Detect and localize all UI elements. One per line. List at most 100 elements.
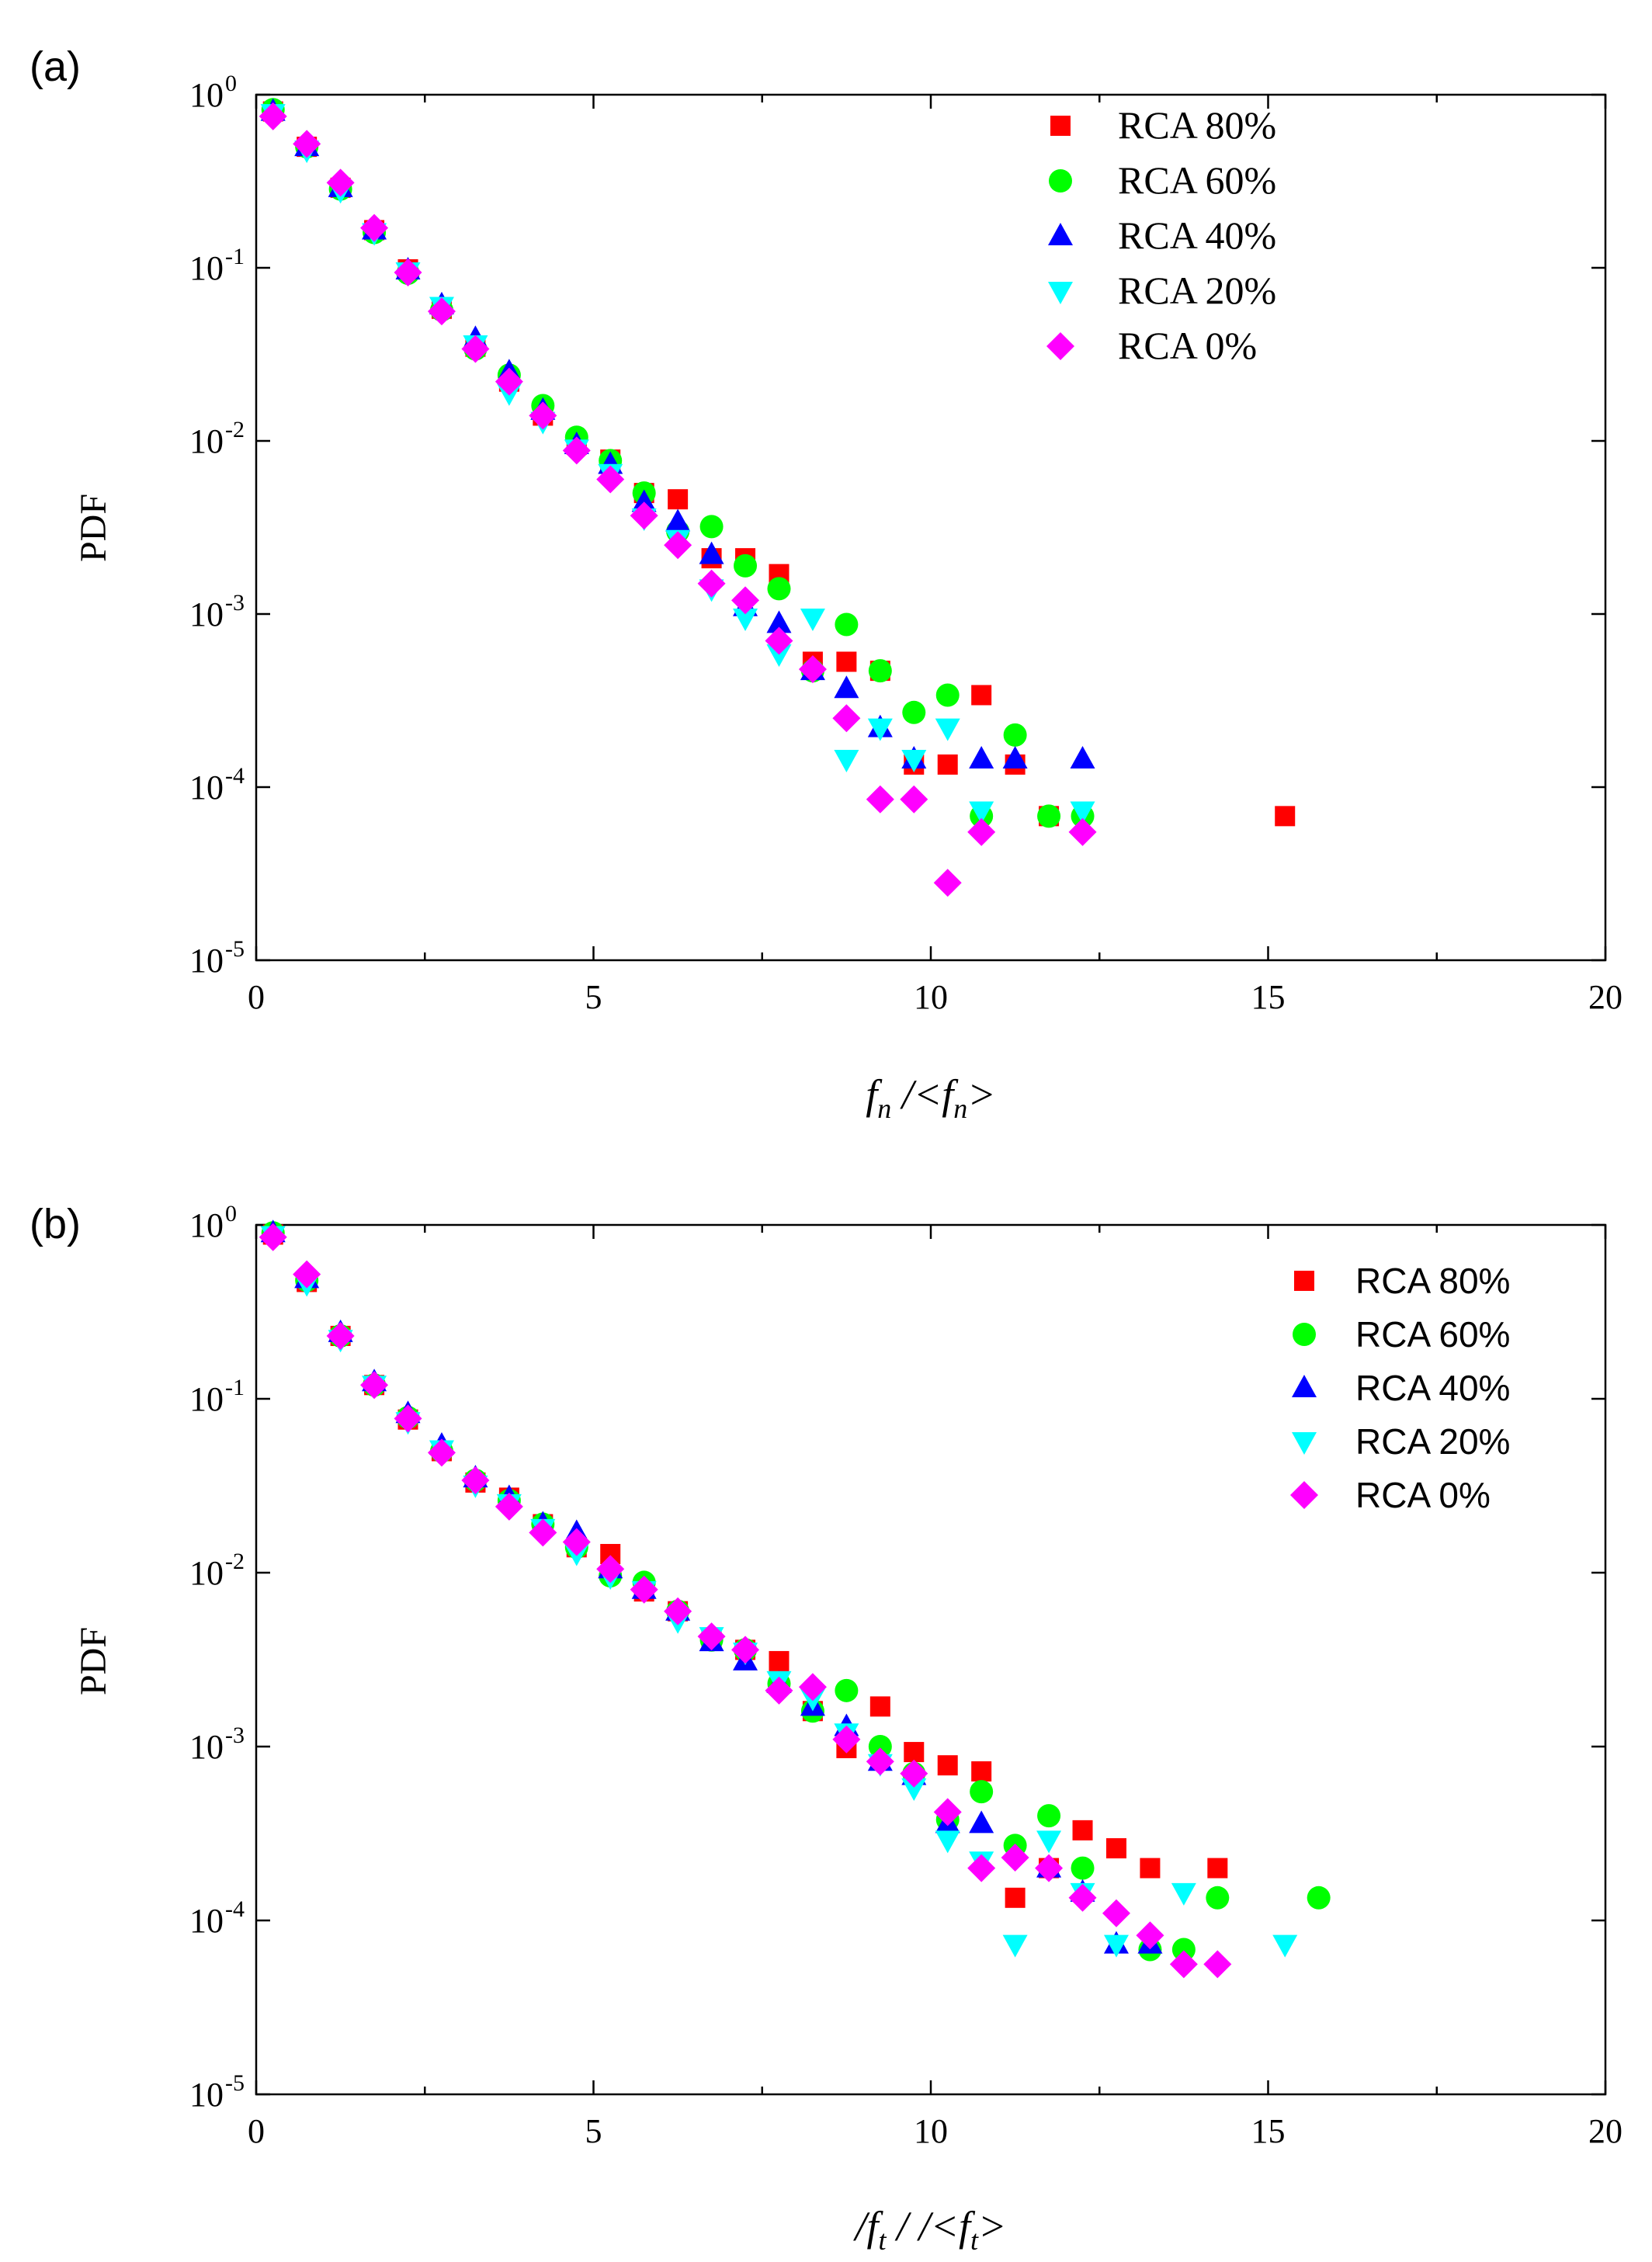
data-point: [834, 675, 859, 699]
data-point: [967, 817, 996, 846]
data-point: [697, 1622, 726, 1651]
data-point: [832, 1725, 861, 1754]
data-point: [733, 608, 758, 631]
y-axis-label: PDF: [73, 494, 114, 562]
y-tick-label: 10-2: [189, 1549, 245, 1592]
data-point: [835, 1678, 859, 1702]
y-tick-labels: 100 10-1 10-2 10-3 10-4 10-5: [189, 1201, 245, 2114]
legend-marker: [1293, 1323, 1316, 1346]
data-point: [969, 1810, 994, 1834]
data-point: [937, 1755, 958, 1776]
x-tick-label: 0: [248, 2112, 265, 2150]
x-tick-label: 10: [914, 2112, 948, 2150]
data-point: [900, 785, 928, 814]
data-point: [935, 1830, 960, 1854]
legend-marker: [1046, 332, 1074, 360]
plot-frame: [255, 93, 1607, 962]
data-point: [765, 626, 793, 655]
legend-label: RCA 60%: [1118, 158, 1276, 202]
data-point: [1001, 1843, 1029, 1872]
data-points: [259, 98, 1296, 897]
data-point: [360, 1371, 389, 1400]
data-point: [1171, 1938, 1196, 1962]
data-point: [1071, 1856, 1095, 1880]
y-tick-label: 10-1: [189, 1375, 245, 1418]
data-point: [798, 1673, 827, 1702]
data-point: [1272, 1934, 1298, 1958]
data-point: [293, 130, 321, 158]
data-point: [293, 1260, 321, 1289]
data-point: [836, 651, 857, 672]
x-tick-label: 10: [914, 978, 948, 1016]
data-point: [971, 685, 992, 706]
data-point: [1072, 1820, 1093, 1840]
data-point: [769, 1650, 790, 1671]
data-point: [1002, 746, 1028, 769]
data-point: [969, 801, 994, 824]
data-point: [529, 1518, 557, 1547]
data-point: [902, 700, 926, 724]
y-tick-label: 10-5: [189, 2070, 245, 2114]
data-point: [800, 608, 825, 631]
legend-marker: [1048, 282, 1073, 304]
legend-label: RCA 80%: [1118, 103, 1276, 147]
data-point: [394, 258, 422, 286]
x-tick-label: 5: [585, 978, 602, 1016]
data-point: [1070, 801, 1095, 824]
data-point: [1140, 1858, 1161, 1879]
data-point: [1102, 1899, 1130, 1927]
data-point: [767, 577, 791, 601]
data-point: [461, 335, 490, 363]
plot-frame: [255, 1223, 1607, 2096]
data-point: [630, 1575, 658, 1604]
data-point: [360, 213, 389, 242]
data-point: [731, 586, 760, 615]
data-point: [665, 508, 691, 532]
data-point: [765, 1676, 793, 1705]
data-point: [259, 102, 287, 130]
data-point: [798, 655, 827, 684]
legend: RCA 80% RCA 60% RCA 40% RCA 20% RCA 0%: [1046, 103, 1276, 367]
series-rca-60-: [261, 98, 1095, 828]
legend-marker: [1292, 1432, 1317, 1455]
data-point: [904, 1742, 925, 1763]
data-point: [866, 1747, 894, 1776]
data-point: [427, 1438, 456, 1467]
data-point: [259, 1223, 287, 1251]
legend-marker: [1292, 1375, 1317, 1397]
data-point: [834, 750, 859, 773]
series-rca-60-: [261, 1221, 1331, 1962]
data-point: [562, 436, 591, 465]
data-point: [1070, 746, 1095, 769]
data-point: [1068, 817, 1097, 846]
series-rca-20-: [260, 1226, 1298, 1958]
y-tick-label: 100: [189, 1201, 237, 1244]
data-point: [766, 644, 792, 668]
series-rca-40-: [260, 98, 1095, 769]
data-point: [495, 367, 523, 396]
data-point: [731, 1636, 760, 1664]
data-point: [664, 531, 692, 560]
data-point: [326, 1321, 355, 1350]
data-point: [901, 750, 927, 773]
data-point: [697, 569, 726, 598]
data-point: [495, 1492, 523, 1521]
legend-label: RCA 0%: [1118, 324, 1257, 367]
y-tick-label: 10-3: [189, 1723, 245, 1766]
data-point: [596, 465, 625, 494]
legend-marker: [1290, 1481, 1318, 1509]
panel-label: (b): [30, 1201, 81, 1247]
data-point: [427, 297, 456, 326]
data-point: [969, 746, 994, 769]
legend-label: RCA 80%: [1355, 1261, 1510, 1301]
x-tick-label: 0: [248, 978, 265, 1016]
legend-label: RCA 20%: [1355, 1421, 1510, 1462]
axis-ticks: [255, 1223, 1607, 2096]
data-point: [394, 1404, 422, 1433]
y-tick-labels: 100 10-1 10-2 10-3 10-4 10-5: [189, 71, 245, 980]
legend-marker: [1049, 169, 1072, 193]
data-point: [868, 659, 892, 683]
data-point: [461, 1466, 490, 1494]
data-point: [1275, 806, 1296, 827]
